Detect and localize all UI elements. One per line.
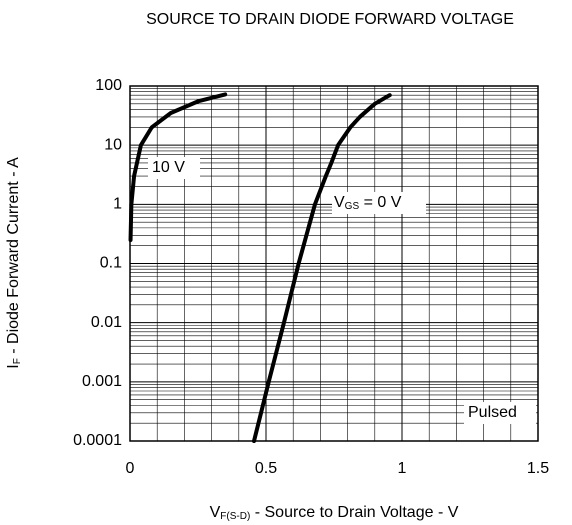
y-tick-label: 1 <box>113 196 122 213</box>
chart-title: SOURCE TO DRAIN DIODE FORWARD VOLTAGE <box>146 11 514 28</box>
series-label-rest: = 0 V <box>359 194 402 211</box>
y-axis-label: IF - Diode Forward Current - A <box>5 157 22 369</box>
x-tick-label: 1.5 <box>527 460 549 477</box>
series-label-main: V <box>334 194 345 211</box>
y-tick-label: 0.0001 <box>73 432 122 449</box>
y-tick-label: 0.1 <box>100 255 122 272</box>
x-axis-label: VF(S-D) - Source to Drain Voltage - V <box>210 504 459 521</box>
label-box <box>332 192 426 214</box>
series-label: 10 V <box>152 159 185 176</box>
y-tick-label: 0.001 <box>82 373 122 390</box>
x-label-rest: - Source to Drain Voltage - V <box>250 504 458 521</box>
y-tick-label: 100 <box>95 77 122 94</box>
y-label-sub: F <box>12 358 23 364</box>
x-label-sub: F(S-D) <box>220 511 250 522</box>
label-box <box>464 402 536 424</box>
series-line <box>128 92 228 242</box>
series-label-sub: GS <box>345 201 360 212</box>
x-tick-label: 0.5 <box>255 460 277 477</box>
y-label-main: I <box>5 364 22 368</box>
x-label-main: V <box>210 504 221 521</box>
x-tick-label: 1 <box>398 460 407 477</box>
annotation: Pulsed <box>468 404 517 421</box>
y-label-rest: - Diode Forward Current - A <box>5 157 22 358</box>
y-tick-label: 0.01 <box>91 314 122 331</box>
series-line <box>252 93 392 443</box>
x-tick-label: 0 <box>126 460 135 477</box>
series-label: VGS = 0 V <box>334 194 402 211</box>
label-box <box>148 157 200 179</box>
y-tick-label: 10 <box>104 136 122 153</box>
plot-frame <box>129 85 539 442</box>
